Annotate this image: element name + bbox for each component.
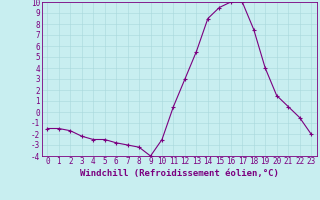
X-axis label: Windchill (Refroidissement éolien,°C): Windchill (Refroidissement éolien,°C) — [80, 169, 279, 178]
